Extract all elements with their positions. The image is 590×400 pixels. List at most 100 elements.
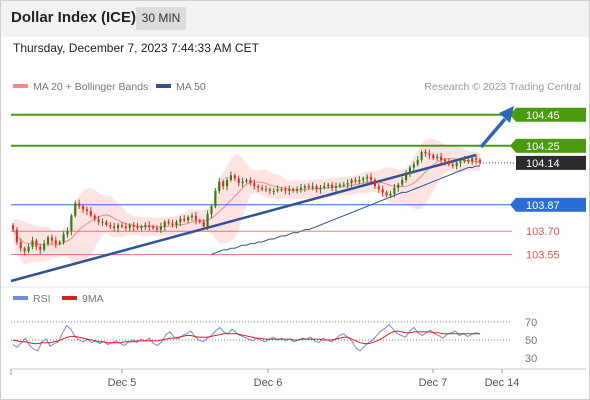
candle xyxy=(218,181,221,191)
candle xyxy=(455,162,458,166)
candle xyxy=(175,221,178,225)
candle xyxy=(27,246,30,252)
ma50-line xyxy=(211,165,480,255)
candles-group xyxy=(11,149,482,256)
candle xyxy=(299,187,303,190)
candle xyxy=(362,178,365,180)
candle xyxy=(366,176,369,179)
candle xyxy=(338,184,341,187)
candle xyxy=(416,159,419,165)
candle xyxy=(307,186,310,188)
resistance-tag-pointer-104.25 xyxy=(510,138,516,153)
candle xyxy=(124,226,127,229)
candle xyxy=(428,153,431,156)
candle xyxy=(187,217,190,221)
candle xyxy=(245,179,248,182)
research-credit: Research © 2023 Trading Central xyxy=(424,81,581,93)
candle xyxy=(292,189,295,191)
candle xyxy=(198,220,201,222)
candle xyxy=(443,159,447,162)
candle xyxy=(136,226,139,229)
current-price-tag xyxy=(516,155,586,170)
ma20-legend-swatch xyxy=(13,84,28,88)
candle xyxy=(66,231,69,235)
candle xyxy=(440,156,443,160)
candle xyxy=(467,159,470,162)
candle xyxy=(148,224,151,227)
candle xyxy=(284,189,287,191)
candle xyxy=(179,218,182,222)
rsi-ma-legend-swatch xyxy=(62,296,77,300)
candle xyxy=(342,184,345,186)
candle xyxy=(276,189,279,191)
pivot-tag-103.87 xyxy=(516,197,586,212)
candle xyxy=(132,224,135,227)
candle xyxy=(323,186,326,188)
candle xyxy=(81,206,85,210)
rsi-line xyxy=(12,324,481,352)
candle xyxy=(264,189,268,191)
candle xyxy=(78,203,81,207)
interval-badge[interactable]: 30 MIN xyxy=(136,7,186,30)
candle xyxy=(19,242,22,249)
instrument-title: Dollar Index (ICE) xyxy=(11,9,137,26)
candle xyxy=(210,206,213,215)
candle xyxy=(377,186,380,190)
ma50-legend-label: MA 50 xyxy=(176,81,206,93)
candle xyxy=(113,226,116,229)
candle xyxy=(43,243,46,250)
candle xyxy=(85,209,89,212)
candle xyxy=(369,176,373,180)
bollinger-band xyxy=(13,138,480,266)
candle xyxy=(412,164,415,168)
candle xyxy=(11,224,15,230)
candle xyxy=(152,226,155,229)
candle xyxy=(471,158,474,162)
candle xyxy=(404,173,408,180)
x-tick-label: Dec 14 xyxy=(485,377,520,389)
resistance-tag-pointer-104.45 xyxy=(510,107,516,122)
timestamp: Thursday, December 7, 2023 7:44:33 AM CE… xyxy=(13,41,259,55)
candle xyxy=(35,240,38,247)
candle xyxy=(229,175,232,180)
candle xyxy=(478,159,482,163)
candle xyxy=(346,183,349,185)
candle xyxy=(253,183,256,187)
candle xyxy=(128,224,131,229)
candle xyxy=(459,161,462,163)
candle xyxy=(109,224,112,227)
resistance-label-104.25: 104.25 xyxy=(526,141,560,153)
ma50-legend-swatch xyxy=(156,84,171,88)
support-label-103.70: 103.70 xyxy=(526,226,560,238)
candle xyxy=(397,184,400,188)
candle xyxy=(105,221,108,225)
x-tick-label: Dec 7 xyxy=(419,377,448,389)
candle xyxy=(358,179,361,182)
ma20-legend-label: MA 20 + Bollinger Bands xyxy=(33,81,148,93)
ma20-line xyxy=(12,158,481,246)
current-price-label: 104.14 xyxy=(526,158,560,170)
candle xyxy=(194,215,197,221)
candle xyxy=(23,248,26,252)
uptrend-line xyxy=(10,153,477,283)
candle xyxy=(381,189,384,193)
candle xyxy=(39,246,42,250)
resistance-label-104.45: 104.45 xyxy=(526,110,560,122)
candle xyxy=(288,189,291,191)
candle xyxy=(46,237,50,244)
resistance-tag-104.45 xyxy=(516,107,586,122)
candle xyxy=(303,186,306,188)
candle xyxy=(432,155,435,159)
candle xyxy=(436,156,439,159)
candle xyxy=(117,224,120,229)
candle xyxy=(237,178,240,184)
candle xyxy=(155,228,159,230)
candle xyxy=(334,186,338,188)
candle xyxy=(319,187,322,190)
candle xyxy=(202,221,205,227)
candle xyxy=(331,184,334,188)
candle xyxy=(214,190,217,207)
candle xyxy=(373,179,376,187)
candle xyxy=(408,167,412,174)
